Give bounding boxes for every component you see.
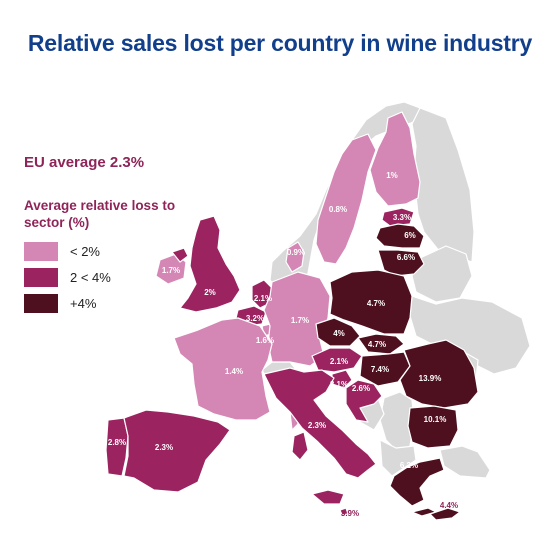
value-germany: 1.7%: [291, 316, 309, 325]
ukraine-shape: [409, 295, 531, 375]
value-malta: 3.9%: [341, 509, 359, 518]
legend-label-mid: 2 < 4%: [70, 270, 111, 285]
legend-label-high: +4%: [70, 296, 97, 311]
country-uk-ni: [171, 247, 189, 263]
country-sweden: [315, 133, 377, 265]
value-sweden: 0.8%: [329, 205, 347, 214]
belarus-shape: [411, 245, 473, 303]
legend-swatch-low: [24, 242, 58, 261]
value-slovenia: 3.1%: [330, 380, 348, 389]
value-france: 1.4%: [225, 367, 243, 376]
russia-shape: [411, 107, 475, 263]
value-italy: 2.3%: [308, 421, 326, 430]
value-greece: 6.2%: [400, 461, 418, 470]
value-belgium: 3.2%: [246, 314, 264, 323]
country-bulgaria: [407, 405, 459, 449]
legend-item-low: < 2%: [24, 242, 100, 261]
eu-average-label: EU average 2.3%: [24, 154, 145, 171]
value-ireland: 1.7%: [162, 266, 180, 275]
country-poland: [329, 269, 413, 335]
country-sicily: [311, 489, 345, 505]
value-portugal: 2.8%: [108, 438, 126, 447]
country-croatia: [345, 379, 383, 423]
value-estonia: 3.3%: [393, 213, 411, 222]
country-lithuania: [377, 249, 425, 277]
value-netherlands: 2.1%: [254, 294, 272, 303]
value-cyprus: 4.4%: [440, 501, 458, 510]
legend-swatch-mid: [24, 268, 58, 287]
country-cyprus: [429, 507, 461, 521]
turkey-shape: [439, 445, 491, 479]
country-estonia: [381, 207, 415, 227]
value-spain: 2.3%: [155, 443, 173, 452]
value-lithuania: 6.6%: [397, 253, 415, 262]
value-bulgaria: 10.1%: [424, 415, 447, 424]
country-germany: [263, 271, 331, 367]
legend-swatch-high: [24, 294, 58, 313]
value-romania: 13.9%: [419, 374, 442, 383]
country-value-labels: 1% 0.8% 3.3% 6% 6.6% 0.9% 1.7% 2% 2.1% 3…: [108, 171, 458, 518]
map-title: Relative sales lost per country in wine …: [27, 30, 533, 56]
value-uk: 2%: [204, 288, 216, 297]
value-luxembourg: 1.6%: [256, 336, 274, 345]
country-italy: [263, 367, 377, 479]
value-poland: 4.7%: [367, 299, 385, 308]
value-hungary: 7.4%: [371, 365, 389, 374]
country-romania: [399, 339, 479, 409]
country-malta: [339, 507, 349, 516]
country-latvia: [375, 223, 425, 249]
value-denmark: 0.9%: [287, 248, 305, 257]
country-slovakia: [357, 333, 405, 355]
country-denmark: [285, 241, 305, 273]
country-spain: [123, 409, 231, 493]
country-finland: [369, 111, 421, 207]
country-uk: [179, 215, 241, 313]
value-latvia: 6%: [404, 231, 416, 240]
legend-item-mid: 2 < 4%: [24, 268, 111, 287]
country-sardinia: [291, 431, 309, 461]
legend-title: Average relative loss to sector (%): [24, 198, 176, 230]
albania-macedonia-shape: [379, 439, 417, 477]
value-czech: 4%: [333, 329, 345, 338]
value-austria: 2.1%: [330, 357, 348, 366]
country-portugal: [105, 417, 129, 477]
legend-item-high: +4%: [24, 294, 96, 313]
legend-label-low: < 2%: [70, 244, 100, 259]
value-croatia: 2.6%: [352, 384, 370, 393]
country-france: [173, 317, 273, 421]
country-czech: [315, 317, 361, 347]
value-finland: 1%: [386, 171, 398, 180]
value-slovakia: 4.7%: [368, 340, 386, 349]
country-greece: [389, 457, 445, 507]
